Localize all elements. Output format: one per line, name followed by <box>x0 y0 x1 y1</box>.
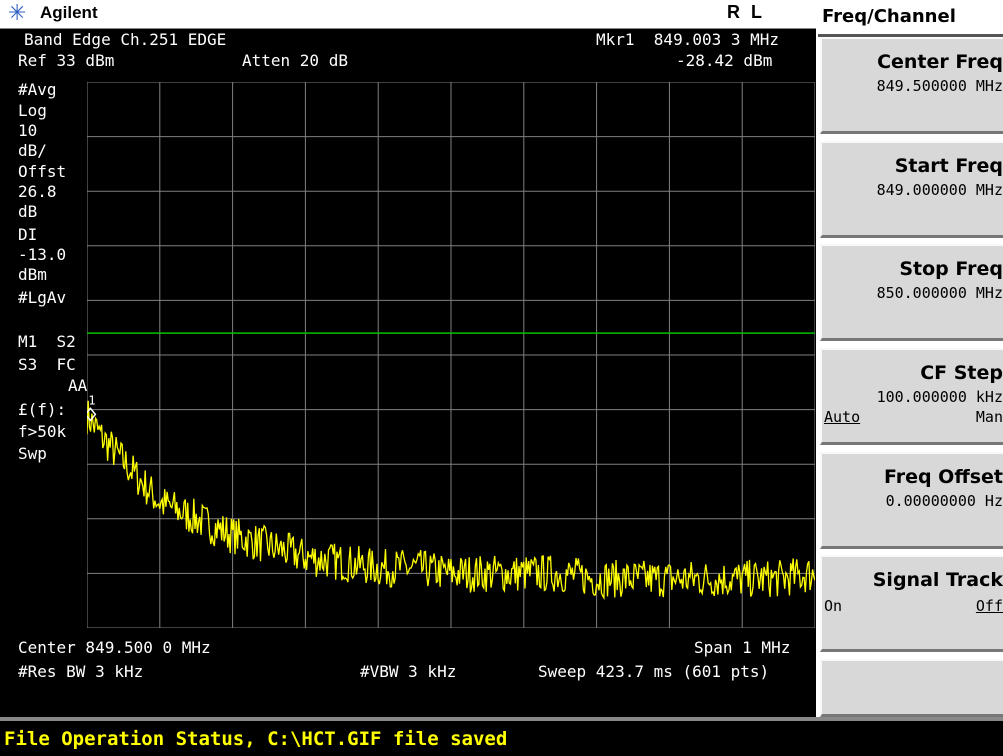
annotation-15: f>50k <box>18 422 67 441</box>
freq-offset-softkey[interactable]: Freq Offset 0.00000000 Hz <box>820 452 1003 549</box>
center-frequency: Center 849.500 0 MHz <box>18 638 211 657</box>
annotation-16: Swp <box>18 444 47 463</box>
softkey-menu-title-text: Freq/Channel <box>822 6 956 27</box>
annotation-14: £(f): <box>18 400 67 419</box>
analyzer-screen: Band Edge Ch.251 EDGE Mkr1 849.003 3 MHz… <box>0 29 816 717</box>
option-auto: Auto <box>824 408 861 426</box>
annotation-7: DI <box>18 225 38 244</box>
marker-diamond-icon <box>87 407 97 422</box>
softkey-label: CF Step <box>920 362 1003 384</box>
stop-freq-softkey[interactable]: Stop Freq 850.000000 MHz <box>820 244 1003 341</box>
video-bandwidth: #VBW 3 kHz <box>360 662 457 681</box>
graticule <box>87 82 815 628</box>
annotation-1: Log <box>18 101 47 120</box>
softkey-label: Freq Offset <box>883 466 1003 488</box>
softkey-value: 850.000000 MHz <box>876 284 1003 302</box>
annotation-6: dB <box>18 202 38 221</box>
softkey-label: Stop Freq <box>899 258 1003 280</box>
resolution-bandwidth: #Res BW 3 kHz <box>18 662 144 681</box>
annotation-9: dBm <box>18 265 47 284</box>
annotation-3: dB/ <box>18 141 47 160</box>
option-off: Off <box>975 597 1003 615</box>
title-bar: ✳ Agilent R L <box>0 0 816 29</box>
remote-local-indicator: R L <box>727 2 765 22</box>
attenuation: Atten 20 dB <box>242 51 348 70</box>
annotation-5: 26.8 <box>18 182 57 201</box>
annotation-8: -13.0 <box>18 245 67 264</box>
status-bar: File Operation Status, C:\HCT.GIF file s… <box>0 721 1003 756</box>
softkey-label: Start Freq <box>894 155 1003 177</box>
sweep-time: Sweep 423.7 ms (601 pts) <box>538 662 770 681</box>
marker-frequency: Mkr1 849.003 3 MHz <box>596 30 780 49</box>
annotation-2: 10 <box>18 121 38 140</box>
softkey-value: 100.000000 kHz <box>876 388 1003 406</box>
marker-number: 1 <box>88 393 95 407</box>
softkey-label: Center Freq <box>877 51 1003 73</box>
start-freq-softkey[interactable]: Start Freq 849.000000 MHz <box>820 141 1003 238</box>
cf-step-softkey[interactable]: CF Step 100.000000 kHz Auto Man <box>820 348 1003 445</box>
status-message: File Operation Status, C:\HCT.GIF file s… <box>4 728 508 750</box>
span: Span 1 MHz <box>694 638 791 657</box>
spectrum-plot: 1 <box>87 82 815 628</box>
annotation-11: M1 S2 <box>18 332 76 351</box>
annotation-13: AA <box>68 376 88 395</box>
empty-softkey[interactable] <box>820 659 1003 717</box>
softkey-label: Signal Track <box>872 569 1003 591</box>
center-freq-softkey[interactable]: Center Freq 849.500000 MHz <box>820 37 1003 134</box>
annotation-12: S3 FC <box>18 355 76 374</box>
option-on: On <box>824 597 843 615</box>
signal-track-softkey[interactable]: Signal Track On Off <box>820 555 1003 652</box>
softkey-menu-title: Freq/Channel <box>818 0 1003 37</box>
measurement-title: Band Edge Ch.251 EDGE <box>24 30 227 49</box>
spectrum-trace <box>87 400 815 601</box>
softkey-value: 849.000000 MHz <box>876 181 1003 199</box>
agilent-spark-icon: ✳ <box>8 1 27 26</box>
annotation-10: #LgAv <box>18 288 67 307</box>
softkey-value: 0.00000000 Hz <box>885 492 1003 510</box>
reference-level: Ref 33 dBm <box>18 51 115 70</box>
softkey-value: 849.500000 MHz <box>876 77 1003 95</box>
annotation-4: Offst <box>18 162 67 181</box>
brand-name: Agilent <box>40 3 98 22</box>
marker-amplitude: -28.42 dBm <box>676 51 773 70</box>
option-man: Man <box>975 408 1003 426</box>
status-separator <box>0 717 1003 721</box>
annotation-0: #Avg <box>18 80 57 99</box>
